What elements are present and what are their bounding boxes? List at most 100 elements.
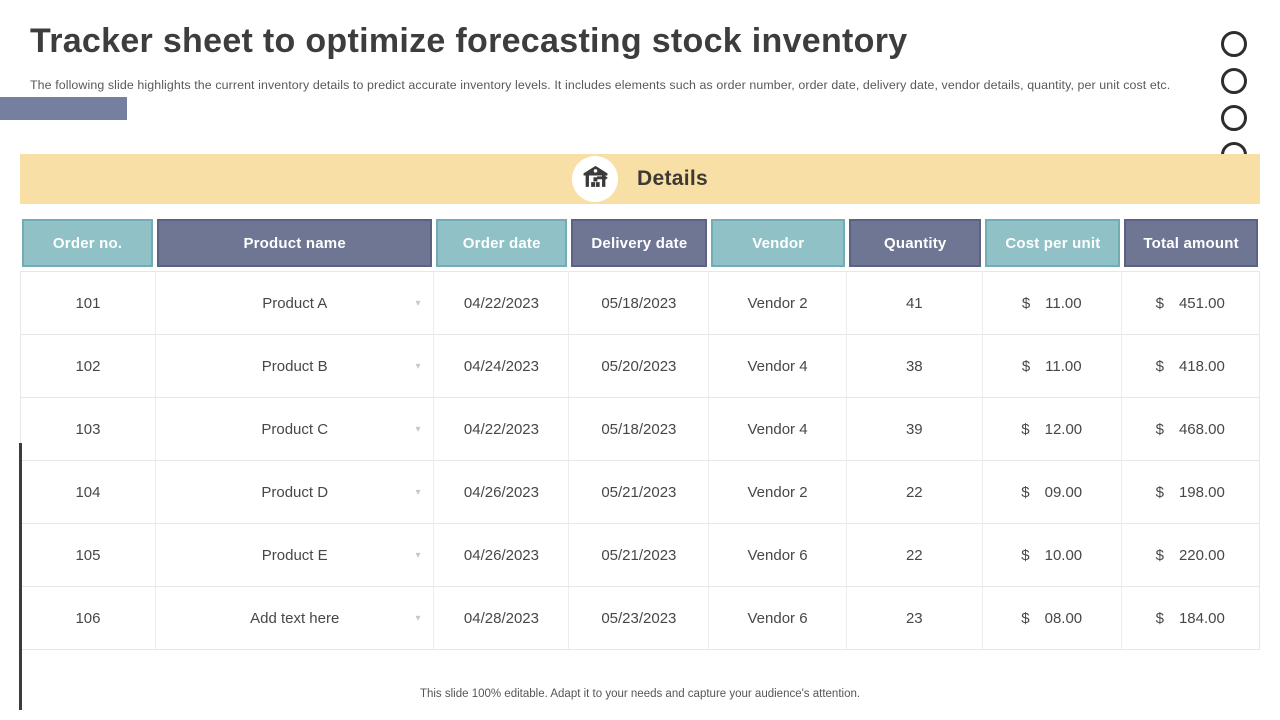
order-no-cell: 103	[21, 398, 156, 460]
currency-symbol: $	[1155, 294, 1164, 312]
table-header-row: Order no. Product name Order date Delivery …	[20, 219, 1260, 267]
vendor-cell: Vendor 2	[709, 461, 847, 523]
quantity-cell: 39	[847, 398, 983, 460]
amount-value: 468.00	[1178, 420, 1225, 438]
amount-value: 198.00	[1178, 483, 1225, 501]
cost-per-unit-cell: $11.00	[983, 272, 1122, 334]
dropdown-arrow-icon[interactable]: ▾	[415, 486, 421, 498]
cell-value: 106	[75, 609, 101, 627]
cell-value: 102	[75, 357, 101, 375]
quantity-cell: 41	[847, 272, 983, 334]
currency-symbol: $	[1021, 609, 1030, 627]
inventory-table: Order no. Product name Order date Delivery …	[20, 219, 1260, 650]
cell-value: 04/26/2023	[463, 483, 539, 501]
cell-value: Vendor 2	[747, 483, 808, 501]
column-header-label: Total amount	[1124, 219, 1258, 267]
accent-bar	[0, 97, 127, 120]
cost-per-unit-cell: $09.00	[983, 461, 1122, 523]
column-header-label: Order date	[436, 219, 568, 267]
delivery-date-cell: 05/23/2023	[569, 587, 710, 649]
column-header-total-amount: Total amount	[1122, 219, 1260, 267]
total-amount-cell: $468.00	[1122, 398, 1259, 460]
column-header-order-date: Order date	[434, 219, 569, 267]
cell-value: Vendor 4	[747, 420, 808, 438]
total-amount-cell: $184.00	[1122, 587, 1259, 649]
order-date-cell: 04/24/2023	[434, 335, 570, 397]
vendor-cell: Vendor 4	[709, 335, 847, 397]
amount-value: 10.00	[1044, 546, 1083, 564]
delivery-date-cell: 05/18/2023	[569, 398, 710, 460]
cell-value: 22	[905, 483, 923, 501]
cell-value: 41	[905, 294, 923, 312]
currency-symbol: $	[1021, 294, 1031, 312]
total-amount-cell: $451.00	[1122, 272, 1259, 334]
amount-value: 220.00	[1178, 546, 1225, 564]
banner-icon-circle	[572, 156, 619, 202]
delivery-date-cell: 05/21/2023	[569, 461, 710, 523]
product-name-cell[interactable]: Product A ▾	[156, 272, 435, 334]
column-header-order-no: Order no.	[20, 219, 155, 267]
cell-value: 05/20/2023	[601, 357, 677, 375]
column-header-label: Order no.	[22, 219, 154, 267]
quantity-cell: 38	[847, 335, 983, 397]
table-row: 104 Product D ▾ 04/26/2023 05/21/2023 Vendor …	[21, 461, 1259, 524]
order-no-cell: 105	[21, 524, 156, 586]
order-no-cell: 106	[21, 587, 156, 649]
cell-value: 05/23/2023	[601, 609, 677, 627]
currency-symbol: $	[1021, 420, 1030, 438]
details-label: Details	[637, 167, 708, 190]
cost-per-unit-cell: $08.00	[983, 587, 1122, 649]
cost-per-unit-cell: $11.00	[983, 335, 1122, 397]
details-banner: Details	[20, 154, 1260, 204]
column-header-cost-per-unit: Cost per unit	[983, 219, 1122, 267]
amount-value: 12.00	[1044, 420, 1083, 438]
product-name-cell[interactable]: Product C ▾	[156, 398, 435, 460]
table-row: 105 Product E ▾ 04/26/2023 05/21/2023 Vendor …	[21, 524, 1259, 587]
vendor-cell: Vendor 2	[709, 272, 847, 334]
column-header-product-name: Product name	[155, 219, 434, 267]
total-amount-cell: $220.00	[1122, 524, 1259, 586]
table-body: 101 Product A ▾ 04/22/2023 05/18/2023 Vendor …	[20, 271, 1260, 650]
delivery-date-cell: 05/18/2023	[569, 272, 710, 334]
dropdown-arrow-icon[interactable]: ▾	[415, 423, 421, 435]
column-header-label: Product name	[157, 219, 433, 267]
order-date-cell: 04/26/2023	[434, 461, 570, 523]
product-name-cell[interactable]: Add text here ▾	[156, 587, 435, 649]
product-name-cell[interactable]: Product B ▾	[156, 335, 435, 397]
amount-value: 11.00	[1045, 357, 1082, 375]
amount-value: 418.00	[1178, 357, 1225, 375]
dropdown-arrow-icon[interactable]: ▾	[415, 297, 421, 309]
warehouse-icon	[582, 163, 609, 195]
currency-symbol: $	[1155, 420, 1164, 438]
order-date-cell: 04/22/2023	[434, 272, 570, 334]
dropdown-arrow-icon[interactable]: ▾	[415, 549, 421, 561]
amount-value: 451.00	[1178, 294, 1225, 312]
currency-symbol: $	[1021, 357, 1031, 375]
cell-value: 04/24/2023	[463, 357, 539, 375]
amount-value: 08.00	[1044, 609, 1083, 627]
table-row: 106 Add text here ▾ 04/28/2023 05/23/2023 Ven…	[21, 587, 1259, 649]
cell-value: Vendor 6	[747, 546, 808, 564]
dropdown-arrow-icon[interactable]: ▾	[415, 360, 421, 372]
order-date-cell: 04/22/2023	[434, 398, 570, 460]
product-name-cell[interactable]: Product D ▾	[156, 461, 435, 523]
column-header-label: Delivery date	[571, 219, 708, 267]
cell-value: Product A	[262, 294, 328, 312]
cell-value: 104	[75, 483, 101, 501]
cell-value: 101	[75, 294, 101, 312]
decorative-circle	[1221, 105, 1247, 131]
cell-value: Product B	[261, 357, 328, 375]
column-header-quantity: Quantity	[847, 219, 983, 267]
currency-symbol: $	[1155, 357, 1164, 375]
cell-value: Vendor 4	[747, 357, 808, 375]
column-header-label: Quantity	[849, 219, 982, 267]
order-no-cell: 102	[21, 335, 156, 397]
footer-note: This slide 100% editable. Adapt it to yo…	[419, 688, 861, 700]
product-name-cell[interactable]: Product E ▾	[156, 524, 435, 586]
dropdown-arrow-icon[interactable]: ▾	[415, 612, 421, 624]
amount-value: 184.00	[1178, 609, 1225, 627]
column-header-vendor: Vendor	[709, 219, 847, 267]
cell-value: 39	[905, 420, 923, 438]
cell-value: Vendor 6	[747, 609, 808, 627]
cell-value: 05/18/2023	[601, 420, 677, 438]
